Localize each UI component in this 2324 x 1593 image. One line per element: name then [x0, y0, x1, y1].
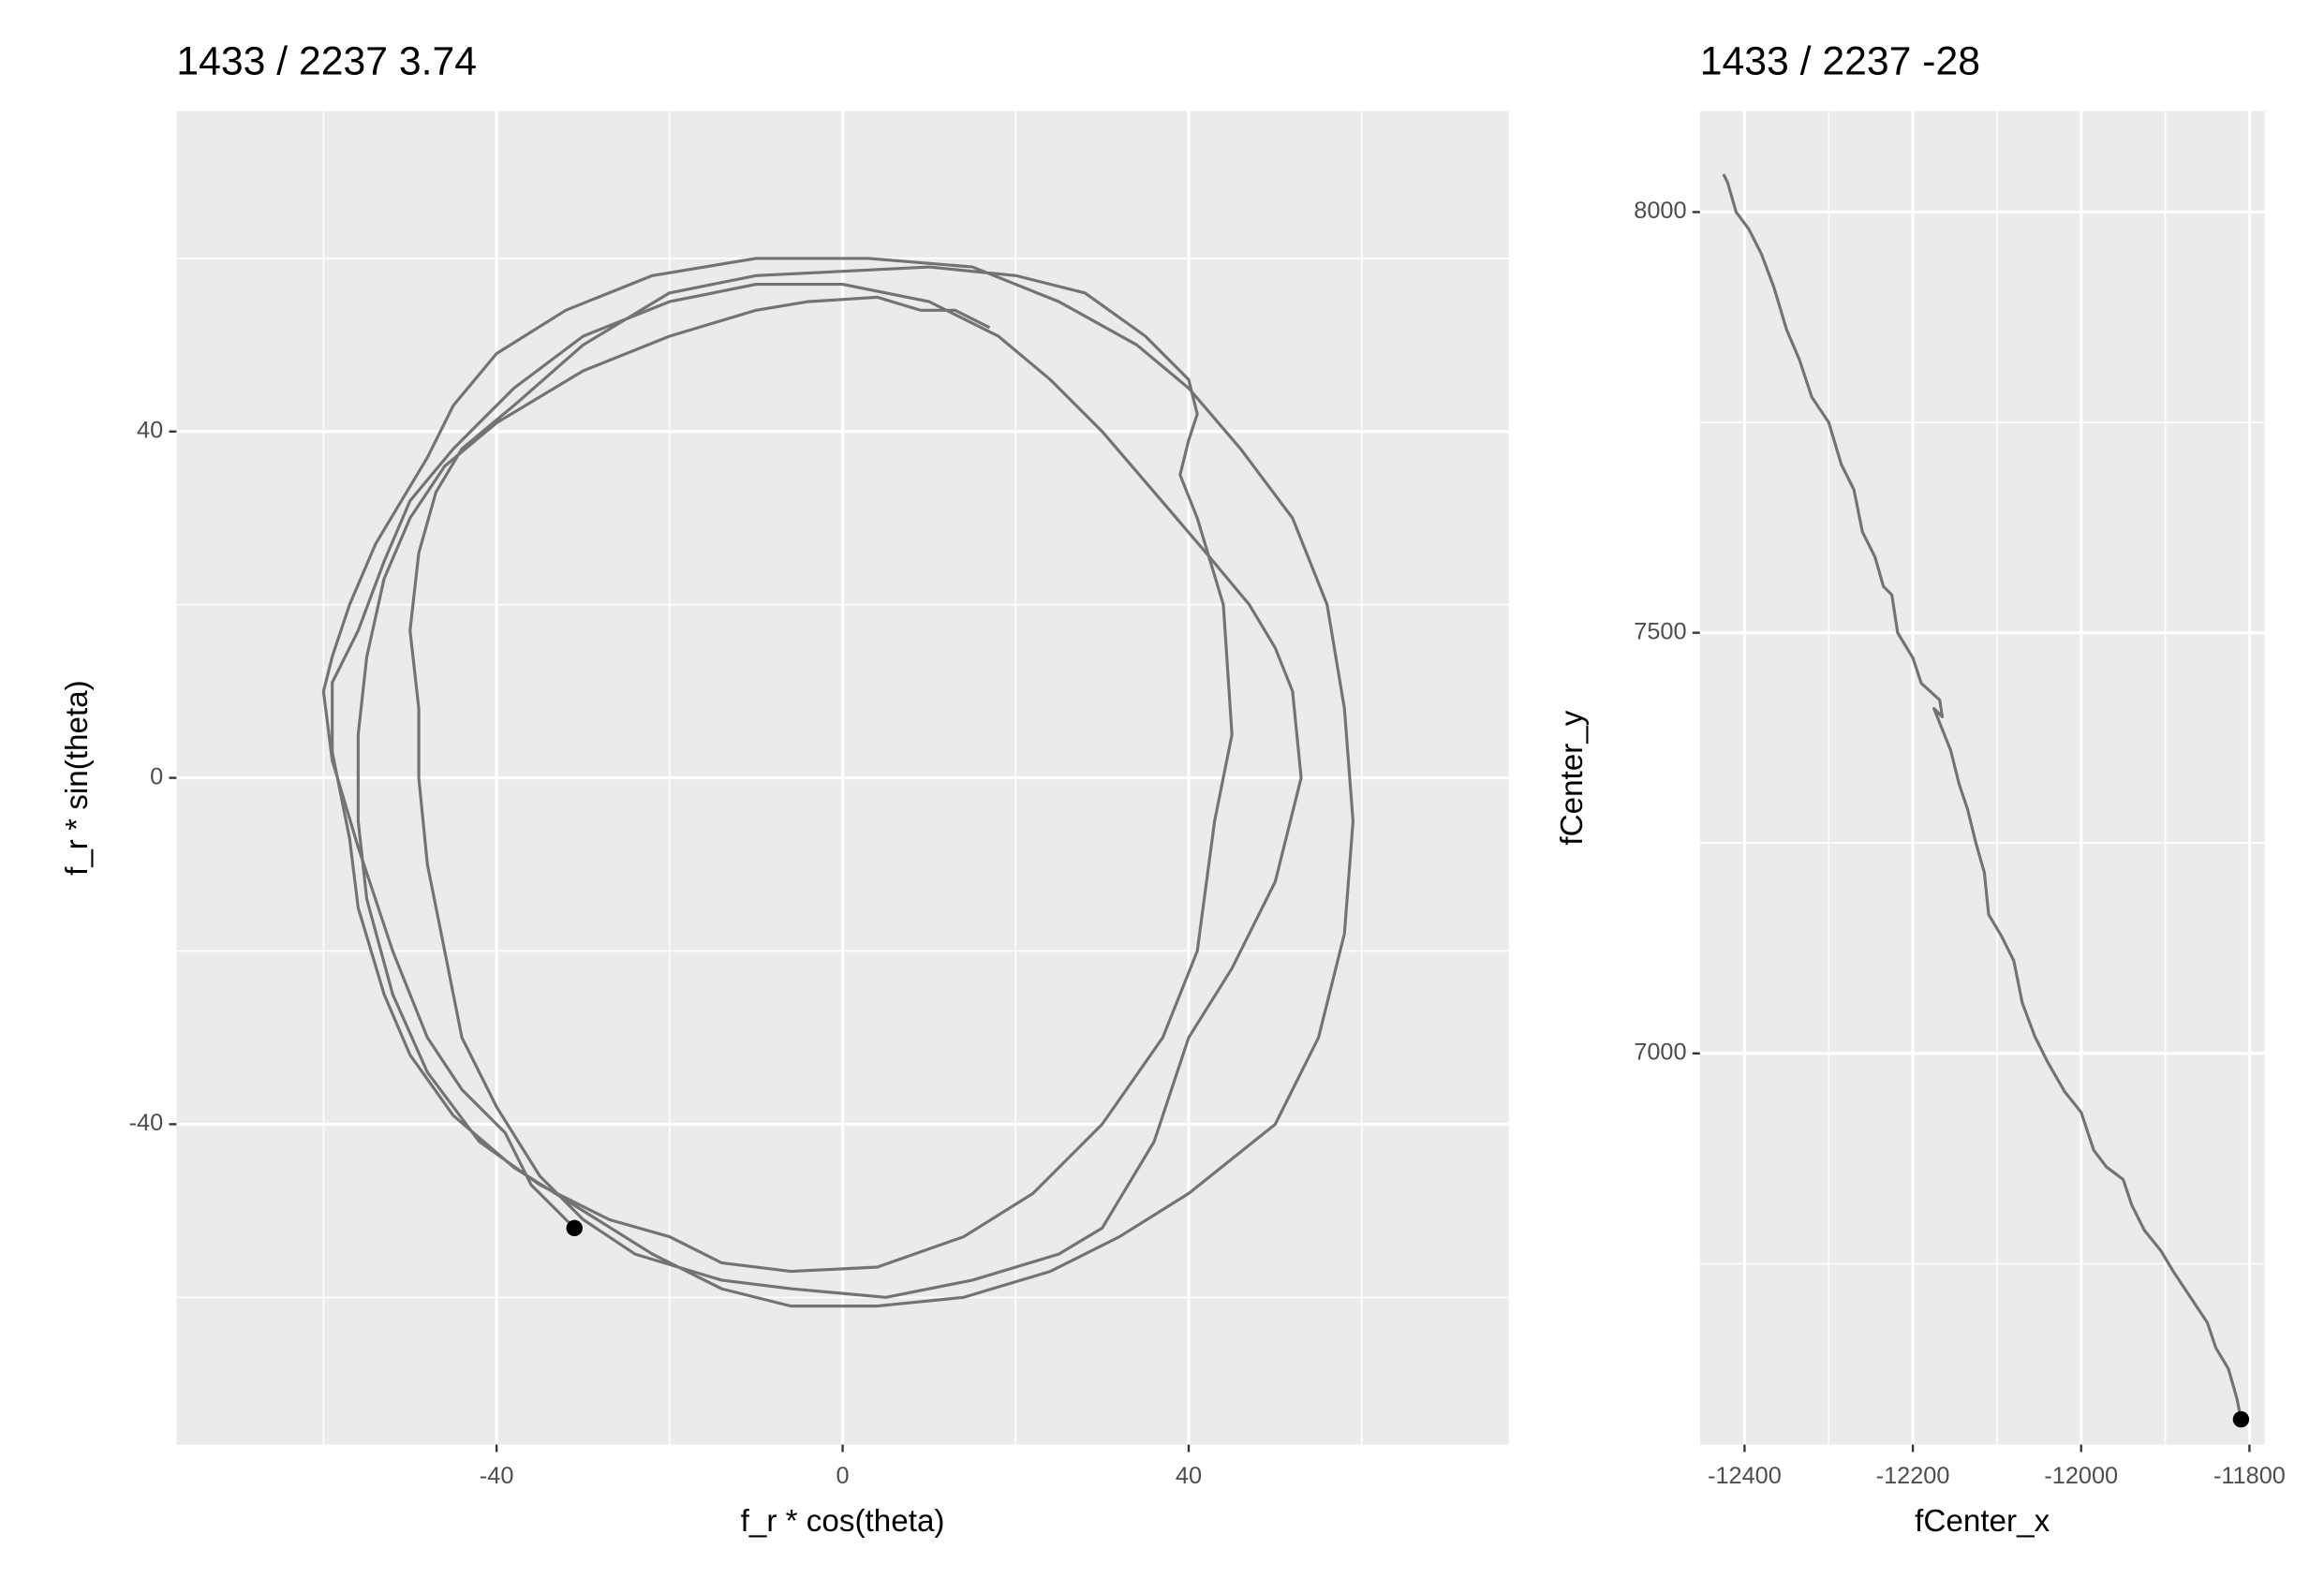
x-tick-label: -12200: [1876, 1463, 1950, 1489]
x-tick-label: 0: [836, 1463, 850, 1489]
current-point: [2232, 1410, 2250, 1428]
trajectory-line: [321, 257, 1355, 1308]
y-tick-label: 7500: [1634, 618, 1686, 644]
y-tick-label: 8000: [1634, 198, 1686, 224]
y-tick-label: 0: [150, 763, 163, 789]
y-tick-label: 7000: [1634, 1039, 1686, 1065]
x-axis-label: f_r * cos(theta): [741, 1504, 945, 1539]
chart-title: 1433 / 2237 -28: [1700, 38, 1980, 83]
trajectory-line: [1722, 173, 2243, 1420]
x-tick-label: -12000: [2044, 1463, 2118, 1489]
current-point: [566, 1219, 583, 1237]
x-tick-label: -11800: [2213, 1463, 2286, 1489]
x-tick-label: -40: [480, 1463, 514, 1489]
y-axis-label: fCenter_y: [1555, 710, 1590, 845]
y-tick-label: 40: [137, 417, 163, 443]
panel-background: [1699, 111, 2265, 1445]
x-tick-label: 40: [1176, 1463, 1202, 1489]
y-axis-label: f_r * sin(theta): [60, 680, 95, 876]
y-tick-label: -40: [129, 1110, 164, 1136]
x-tick-label: -12400: [1708, 1463, 1782, 1489]
chart-title: 1433 / 2237 3.74: [176, 38, 477, 83]
x-axis-label: fCenter_x: [1915, 1504, 2050, 1539]
